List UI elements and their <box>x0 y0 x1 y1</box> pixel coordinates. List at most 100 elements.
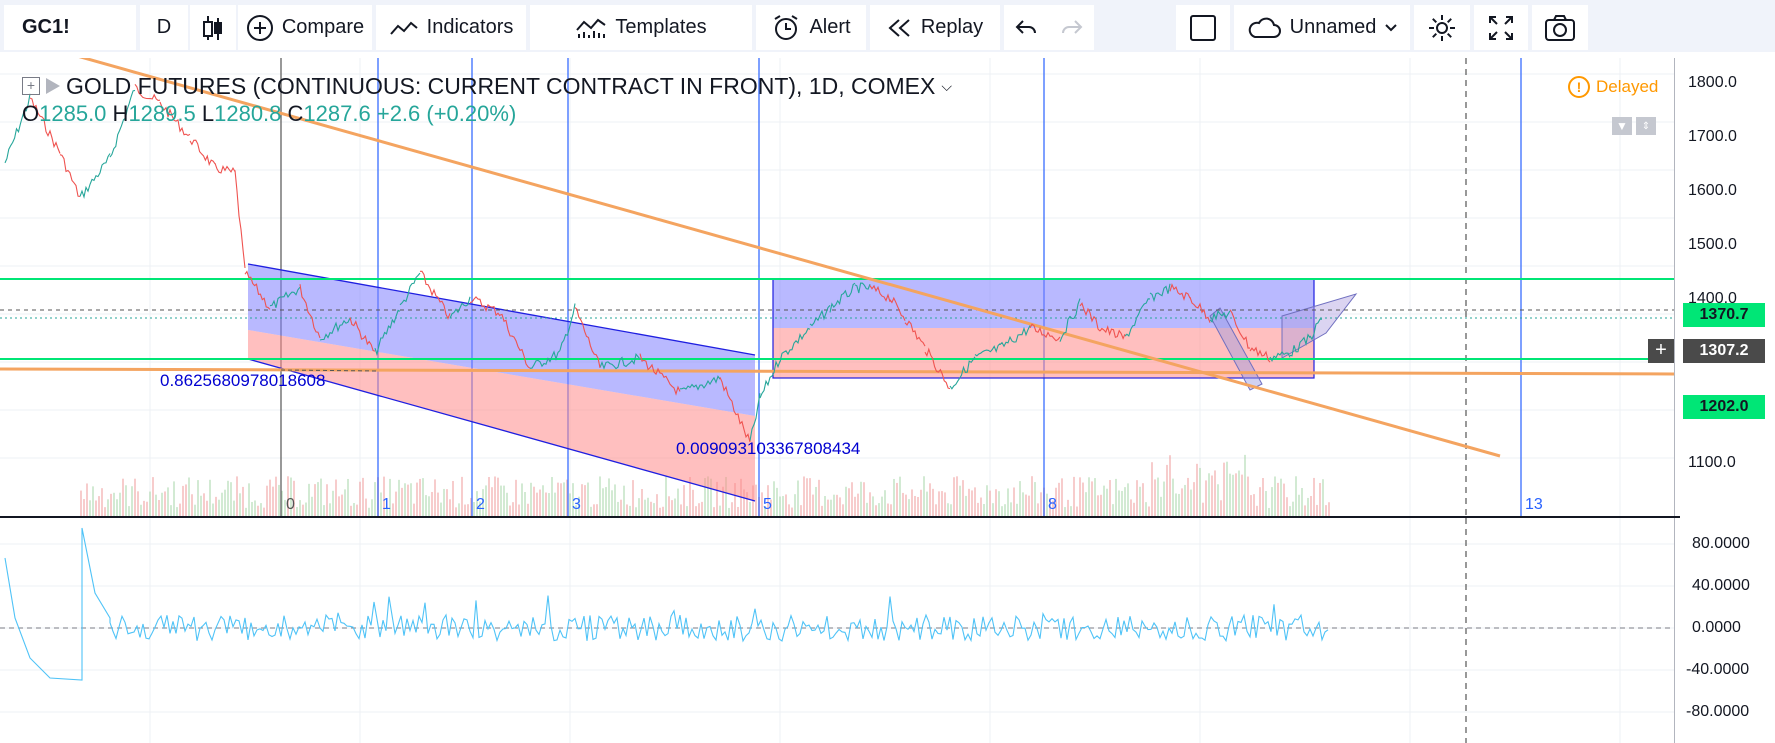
volume-bar <box>1319 482 1321 516</box>
volume-bar <box>845 486 847 516</box>
volume-bar <box>155 494 157 516</box>
volume-bar <box>1040 492 1042 516</box>
volume-bar <box>224 489 226 516</box>
volume-bar <box>338 496 340 516</box>
pane-divider[interactable] <box>0 516 1680 518</box>
volume-bar <box>452 480 454 516</box>
templates-label: Templates <box>615 16 707 38</box>
volume-bar <box>743 489 745 516</box>
volume-bar <box>776 487 778 516</box>
indicators-button[interactable]: Indicators <box>376 5 526 50</box>
symbol-search-button[interactable]: GC1! <box>4 5 136 50</box>
volume-bar <box>431 491 433 516</box>
osc-tick: -80.0000 <box>1686 703 1750 720</box>
volume-bar <box>1328 502 1330 516</box>
volume-bar <box>950 504 952 516</box>
fib-zone-label: 0 <box>286 496 295 513</box>
volume-bar <box>350 505 352 516</box>
volume-bar <box>1214 470 1216 516</box>
volume-bar <box>953 477 955 516</box>
volume-bar <box>1103 485 1105 516</box>
volume-bar <box>389 478 391 516</box>
volume-bar <box>218 499 220 516</box>
volume-bar <box>482 489 484 516</box>
oscillator-pane[interactable] <box>0 518 1775 743</box>
layout-save-button[interactable]: Unnamed <box>1234 5 1410 50</box>
volume-bar <box>353 503 355 516</box>
flag-icon[interactable] <box>46 78 60 94</box>
volume-bar <box>1169 455 1171 516</box>
scale-updown-icon[interactable]: ⇕ <box>1636 117 1656 135</box>
volume-bar <box>1322 479 1324 516</box>
open-value: 1285.0 <box>39 101 107 126</box>
chevron-down-icon[interactable]: ⌵ <box>941 78 952 94</box>
close-value: 1287.6 <box>303 101 371 126</box>
volume-bar <box>878 503 880 516</box>
templates-button[interactable]: Templates <box>530 5 752 50</box>
volume-bar <box>1037 503 1039 516</box>
volume-bar <box>1151 462 1153 516</box>
volume-bar <box>419 478 421 516</box>
volume-bar <box>956 476 958 516</box>
volume-bar <box>1112 504 1114 516</box>
volume-bar <box>365 498 367 516</box>
delayed-badge[interactable]: ! Delayed <box>1568 76 1658 98</box>
volume-bar <box>332 490 334 516</box>
volume-bar <box>866 502 868 516</box>
volume-bar <box>503 485 505 516</box>
volume-bar <box>1241 474 1243 516</box>
volume-bar <box>575 505 577 516</box>
collapse-legend-icon[interactable]: + <box>22 77 40 95</box>
volume-bar <box>485 485 487 516</box>
volume-bar <box>1079 477 1081 516</box>
volume-bar <box>221 492 223 516</box>
scale-down-icon[interactable]: ▼ <box>1612 117 1632 135</box>
volume-bar <box>308 483 310 516</box>
volume-bar <box>1082 482 1084 516</box>
compare-button[interactable]: Compare <box>238 5 372 50</box>
price-chart-pane[interactable] <box>0 58 1775 518</box>
snapshot-button[interactable] <box>1532 5 1588 50</box>
volume-bar <box>809 478 811 516</box>
horizontal-trend-line[interactable] <box>0 367 1675 376</box>
volume-bar <box>650 501 652 516</box>
chart-type-button[interactable] <box>190 5 236 50</box>
redo-icon[interactable] <box>1060 18 1084 38</box>
settings-button[interactable] <box>1414 5 1470 50</box>
descending-channel[interactable] <box>247 263 756 502</box>
long-trend-line[interactable] <box>70 58 1501 458</box>
fullscreen-button[interactable] <box>1474 5 1528 50</box>
scale-controls[interactable]: ▼ ⇕ <box>1612 117 1656 135</box>
volume-bar <box>206 500 208 516</box>
volume-bar <box>1184 484 1186 516</box>
volume-bar <box>1211 475 1213 516</box>
volume-bar <box>410 483 412 516</box>
interval-button[interactable]: D <box>140 5 188 50</box>
volume-bar <box>1325 505 1327 516</box>
undo-icon[interactable] <box>1014 18 1038 38</box>
cloud-icon <box>1248 17 1281 38</box>
volume-bar <box>227 480 229 516</box>
volume-bar <box>194 504 196 516</box>
add-level-icon[interactable]: + <box>1648 339 1674 363</box>
volume-bar <box>608 478 610 516</box>
volume-bar <box>1259 487 1261 516</box>
legend-title[interactable]: GOLD FUTURES (CONTINUOUS: CURRENT CONTRA… <box>66 73 936 99</box>
volume-bar <box>1145 502 1147 516</box>
volume-bar <box>374 482 376 516</box>
volume-bar <box>899 476 901 516</box>
volume-bar <box>92 486 94 516</box>
volume-bar <box>1142 483 1144 516</box>
volume-bar <box>887 503 889 516</box>
volume-bar <box>635 507 637 516</box>
range-box[interactable] <box>772 278 1315 379</box>
volume-bar <box>590 506 592 516</box>
volume-bar <box>653 503 655 516</box>
replay-button[interactable]: Replay <box>870 5 1000 50</box>
volume-bar <box>869 492 871 516</box>
alert-button[interactable]: Alert <box>756 5 866 50</box>
volume-bar <box>1193 482 1195 516</box>
volume-bar <box>944 492 946 516</box>
volume-bar <box>446 489 448 516</box>
multi-layout-button[interactable] <box>1176 5 1230 50</box>
